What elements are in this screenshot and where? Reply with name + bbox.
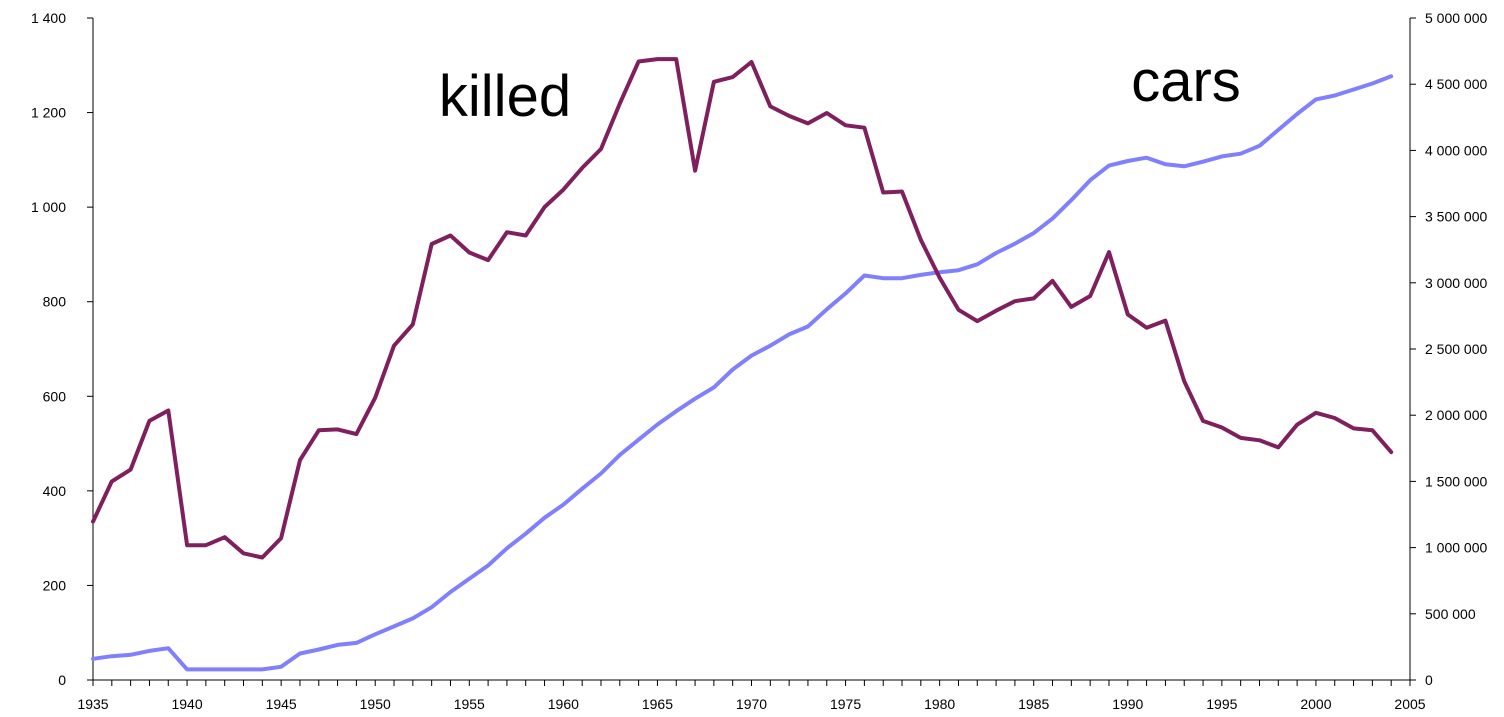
x-tick-label: 1985 (1018, 696, 1049, 712)
x-tick-label: 1950 (360, 696, 391, 712)
tick-group: 0 200 400 600 800 1 000 1 200 1 400 0 500 000 1 00… (31, 10, 1488, 712)
right-y-tick-label: 0 (1425, 672, 1433, 688)
series-group (91, 57, 1394, 672)
killed-series-line (91, 57, 1394, 560)
left-y-tick-label: 1 000 (31, 199, 66, 215)
x-tick-label: 1990 (1112, 696, 1143, 712)
left-y-tick-label: 200 (43, 577, 67, 593)
right-y-tick-label: 4 000 000 (1425, 142, 1487, 158)
right-y-tick-label: 5 000 000 (1425, 10, 1487, 26)
x-tick-label: 1945 (266, 696, 297, 712)
x-tick-label: 1955 (454, 696, 485, 712)
cars-series-label: cars (1131, 49, 1241, 114)
cars-series-line (91, 74, 1394, 672)
x-tick-label: 1970 (736, 696, 767, 712)
left-y-tick-label: 600 (43, 388, 67, 404)
axes (92, 18, 1411, 681)
left-y-tick-label: 1 400 (31, 10, 66, 26)
x-tick-label: 1975 (830, 696, 861, 712)
left-y-tick-label: 800 (43, 294, 67, 310)
x-tick-label: 1995 (1206, 696, 1237, 712)
right-y-tick-label: 1 500 000 (1425, 473, 1487, 489)
right-y-tick-label: 500 000 (1425, 606, 1476, 622)
x-tick-label: 1935 (77, 696, 108, 712)
x-tick-label: 1940 (171, 696, 202, 712)
x-tick-label: 2000 (1300, 696, 1331, 712)
x-tick-label: 1980 (924, 696, 955, 712)
right-y-tick-label: 2 000 000 (1425, 407, 1487, 423)
right-y-tick-label: 1 000 000 (1425, 540, 1487, 556)
killed-series-label: killed (439, 64, 571, 129)
right-y-tick-label: 4 500 000 (1425, 76, 1487, 92)
left-y-tick-label: 400 (43, 483, 67, 499)
left-y-tick-label: 1 200 (31, 105, 66, 121)
left-y-tick-label: 0 (58, 672, 66, 688)
right-y-tick-label: 3 000 000 (1425, 275, 1487, 291)
x-tick-label: 1960 (548, 696, 579, 712)
x-tick-label: 1965 (642, 696, 673, 712)
x-tick-label: 2005 (1394, 696, 1425, 712)
right-y-tick-label: 3 500 000 (1425, 209, 1487, 225)
right-y-tick-label: 2 500 000 (1425, 341, 1487, 357)
